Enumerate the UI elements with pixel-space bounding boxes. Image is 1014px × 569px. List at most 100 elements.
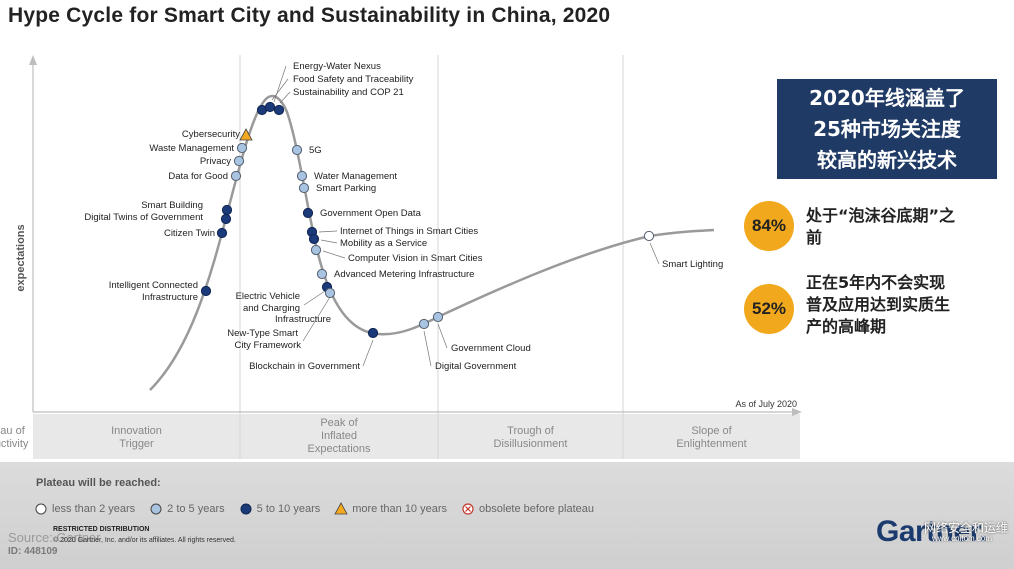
phase-label: Productivity	[0, 438, 29, 450]
technology-marker	[264, 101, 276, 113]
technology-label: Cybersecurity	[182, 129, 240, 140]
technology-label: Digital Government	[435, 361, 517, 372]
technology-label: New-Type Smart	[227, 328, 298, 339]
phase-label: Innovation	[111, 425, 162, 437]
technology-food-safety-and-traceability: Food Safety and Traceability	[271, 74, 414, 101]
technology-marker	[310, 244, 322, 256]
technology-mobility-as-a-service: Mobility as a Service	[320, 238, 427, 249]
legend-item: less than 2 years	[34, 502, 135, 516]
legend: less than 2 years 2 to 5 years 5 to 10 yea…	[34, 500, 608, 516]
technology-data-for-good: Data for Good	[168, 171, 228, 182]
technology-marker	[367, 327, 379, 339]
technology-energy-water-nexus: Energy-Water Nexus	[273, 61, 381, 103]
gartner-logo: Gartner.	[876, 515, 988, 548]
leader-line	[273, 65, 287, 103]
technology-marker	[239, 128, 253, 141]
stat-description: 正在5年内不会实现 普及应用达到实质生 产的高峰期	[806, 272, 996, 338]
technology-label: Government Cloud	[451, 343, 531, 354]
technology-marker	[216, 227, 228, 239]
technology-marker	[273, 104, 285, 116]
technology-water-management: Water Management	[314, 171, 397, 182]
page-title: Hype Cycle for Smart City and Sustainabi…	[8, 4, 611, 27]
legend-title: Plateau will be reached:	[36, 477, 161, 489]
leader-line	[322, 250, 346, 259]
technology-label: Food Safety and Traceability	[293, 74, 414, 85]
technology-label: Mobility as a Service	[340, 238, 427, 249]
white-circle-icon	[35, 503, 47, 515]
light-blue-circle-icon	[150, 503, 162, 515]
y-axis-label: expectations	[15, 224, 27, 291]
y-axis-arrow	[29, 55, 37, 65]
orange-triangle-icon	[334, 501, 348, 515]
technology-label: Computer Vision in Smart Cities	[348, 253, 483, 264]
technology-label: Government Open Data	[320, 208, 422, 219]
technology-label: Infrastructure	[275, 314, 331, 325]
technology-label: Smart Parking	[316, 183, 376, 194]
leader-line	[303, 290, 326, 306]
leader-line	[279, 91, 291, 104]
leader-line	[362, 339, 374, 367]
technology-marker	[302, 207, 314, 219]
legend-label: less than 2 years	[52, 502, 136, 515]
watermark-text: 网络安全和运维	[924, 521, 1009, 535]
legend-item: 2 to 5 years	[149, 502, 225, 516]
technology-waste-management: Waste Management	[149, 143, 234, 154]
technology-cybersecurity: Cybersecurity	[182, 129, 240, 140]
technology-5g: 5G	[309, 145, 322, 156]
technology-sustainability-and-cop-21: Sustainability and COP 21	[279, 87, 404, 104]
stat-line: 正在5年内不会实现	[806, 273, 946, 292]
technology-smart-building: Smart Building	[141, 200, 203, 211]
technology-digital-government: Digital Government	[423, 330, 517, 372]
phase-label: Peak of	[320, 417, 358, 429]
restricted-distribution-label: RESTRICTED DISTRIBUTION	[53, 526, 150, 533]
callout-line: 25种市场关注度	[813, 117, 961, 141]
technology-marker	[643, 230, 655, 242]
technology-marker	[200, 285, 212, 297]
phase-label: Disillusionment	[494, 438, 568, 450]
technology-marker	[221, 204, 233, 216]
copyright-notice: © 2020 Gartner, Inc. and/or its affiliat…	[53, 537, 236, 544]
technology-label: Smart Building	[141, 200, 203, 211]
technology-marker	[233, 155, 245, 167]
hype-cycle-chart: expectationstimeAs of July 2020Innovatio…	[0, 55, 802, 459]
technology-label: 5G	[309, 145, 322, 156]
stat-line: 前	[806, 228, 823, 247]
callout-line: 2020年线涵盖了	[809, 86, 965, 110]
technology-privacy: Privacy	[200, 156, 231, 167]
technology-marker	[291, 144, 303, 156]
technology-label: Blockchain in Government	[249, 361, 360, 372]
technology-smart-parking: Smart Parking	[316, 183, 376, 194]
callout-box: 2020年线涵盖了 25种市场关注度 较高的新兴技术	[777, 79, 997, 179]
technology-blockchain-in-government: Blockchain in Government	[249, 339, 374, 372]
technology-label: Electric Vehicle	[236, 291, 300, 302]
technology-label: Waste Management	[149, 143, 234, 154]
technology-citizen-twin: Citizen Twin	[164, 228, 215, 239]
stat-line: 普及应用达到实质生	[806, 295, 951, 314]
watermark-url: www.cnitom.com	[932, 534, 993, 543]
technology-marker	[316, 268, 328, 280]
technology-marker	[230, 170, 242, 182]
legend-label: 2 to 5 years	[167, 502, 225, 515]
leader-line	[320, 239, 338, 244]
technology-label: Internet of Things in Smart Cities	[340, 226, 478, 237]
technology-label: Privacy	[200, 156, 231, 167]
technology-label: Water Management	[314, 171, 397, 182]
technology-digital-twins-of-government: Digital Twins of Government	[84, 212, 203, 223]
technology-marker	[296, 170, 308, 182]
technology-smart-lighting: Smart Lighting	[649, 242, 723, 270]
technology-computer-vision-in-smart-cities: Computer Vision in Smart Cities	[322, 250, 483, 264]
leader-line	[318, 230, 338, 233]
technology-internet-of-things-in-smart-cities: Internet of Things in Smart Cities	[318, 226, 478, 237]
callout-line: 较高的新兴技术	[817, 148, 957, 172]
technology-marker	[298, 182, 310, 194]
legend-item: 5 to 10 years	[239, 502, 321, 516]
legend-label: 5 to 10 years	[256, 502, 321, 515]
technology-label: Sustainability and COP 21	[293, 87, 404, 98]
leader-line	[423, 330, 432, 367]
technology-marker	[220, 213, 232, 225]
technology-label: City Framework	[234, 340, 301, 351]
as-of-label: As of July 2020	[735, 399, 797, 409]
technology-label: Digital Twins of Government	[84, 212, 203, 223]
leader-line	[271, 78, 289, 101]
